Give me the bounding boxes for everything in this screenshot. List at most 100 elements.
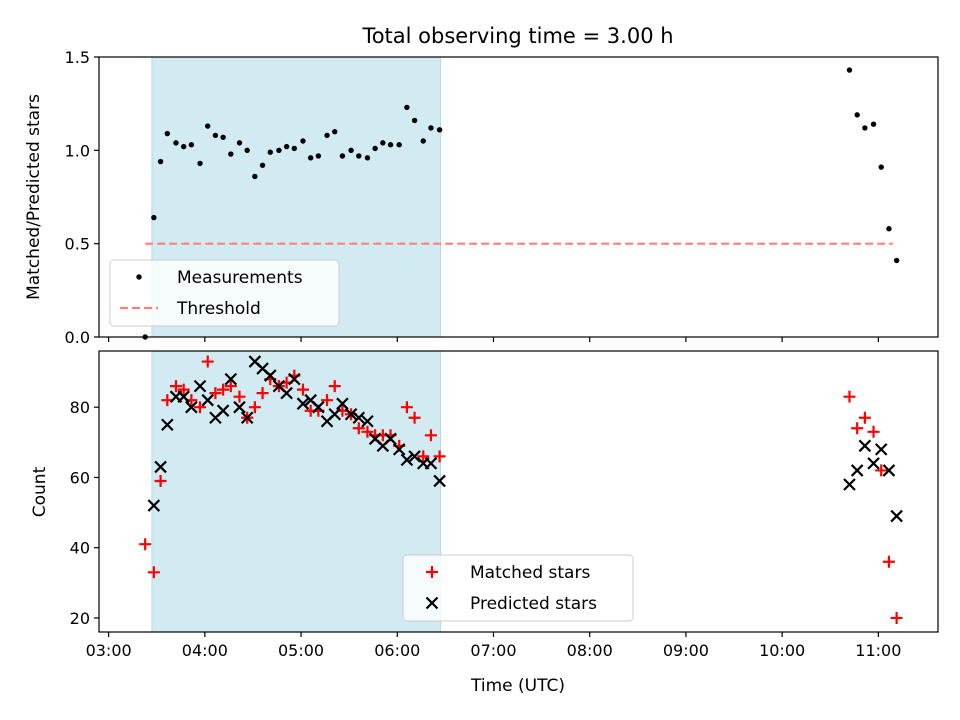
count-data-point [193, 379, 207, 393]
x-axis-label: Time (UTC) [470, 676, 565, 696]
count-data-point [177, 390, 190, 403]
ratio-data-point [267, 149, 273, 155]
count-plot-frame [98, 350, 939, 633]
count-data-point [263, 369, 277, 382]
count-data-point [352, 422, 365, 435]
count-data-point [882, 464, 896, 477]
ratio-data-point [151, 214, 157, 221]
ratio-data-point [411, 117, 418, 124]
ratio-data-point [291, 145, 298, 152]
count-data-point [154, 460, 167, 474]
ratio-plot-frame [98, 56, 939, 338]
count-data-point [433, 450, 446, 463]
count-data-point [858, 439, 872, 453]
count-data-point [843, 478, 856, 491]
ratio-data-point [886, 226, 892, 232]
ratio-data-point [173, 140, 179, 146]
count-data-point [312, 400, 325, 414]
count-data-point [361, 414, 374, 428]
count-data-point [336, 397, 349, 410]
ratio-y-tick-label: 0.0 [65, 328, 90, 347]
ratio-legend: Measurements Threshold [109, 259, 340, 327]
ratio-data-point [854, 112, 860, 118]
count-data-point [890, 611, 903, 624]
count-data-point [296, 383, 309, 396]
count-data-point [248, 401, 261, 414]
ratio-data-point [878, 164, 884, 170]
count-y-tick-label: 20 [70, 609, 90, 628]
count-data-point [875, 464, 888, 477]
x-tick-label: 08:00 [567, 641, 613, 660]
count-data-point [858, 411, 871, 424]
count-data-point [154, 474, 167, 487]
ratio-data-point [364, 155, 371, 161]
ratio-legend-box [109, 259, 340, 327]
ratio-data-point [220, 134, 226, 140]
count-data-point [890, 509, 903, 523]
ratio-legend-swatch [136, 274, 142, 280]
ratio-data-point [332, 128, 338, 135]
count-legend-label: Predicted stars [470, 594, 597, 614]
count-y-axis-label: Count [30, 466, 50, 517]
count-legend-box [402, 554, 634, 622]
ratio-data-point [436, 127, 443, 133]
ratio-data-point [339, 153, 346, 159]
count-series-predicted-stars [147, 355, 903, 523]
count-shaded-interval [151, 350, 442, 633]
count-data-point [874, 443, 888, 456]
count-data-point [296, 397, 310, 410]
count-legend-swatch [426, 566, 438, 578]
count-data-point [400, 401, 413, 414]
ratio-data-point [307, 155, 314, 161]
ratio-legend-label: Threshold [176, 299, 261, 319]
ratio-data-point [428, 125, 434, 131]
x-tick-label: 07:00 [470, 641, 516, 660]
ratio-data-point [259, 162, 266, 168]
count-data-point [256, 387, 269, 400]
count-data-point [867, 457, 880, 470]
ratio-data-point [420, 138, 426, 144]
count-data-point [194, 401, 207, 414]
count-data-point [361, 425, 374, 438]
ratio-data-point [396, 142, 402, 148]
count-data-point [424, 457, 438, 470]
ratio-data-point [236, 140, 243, 146]
count-data-point [851, 422, 864, 435]
ratio-data-point [387, 142, 394, 148]
ratio-data-point [157, 158, 164, 165]
ratio-y-tick-label: 1.0 [65, 141, 90, 160]
ratio-y-tick-label: 0.5 [65, 235, 90, 254]
count-data-point [344, 407, 358, 421]
ratio-data-point [228, 151, 234, 157]
count-data-point [280, 386, 293, 400]
ratio-data-point [380, 140, 386, 146]
count-data-point [392, 443, 406, 456]
count-data-point [139, 538, 152, 551]
ratio-data-point [404, 104, 410, 111]
ratio-series-measurements [142, 67, 900, 340]
count-y-tick-label: 80 [70, 398, 90, 417]
x-tick-label: 09:00 [663, 641, 709, 660]
count-legend: Matched stars Predicted stars [402, 554, 634, 622]
count-data-point [209, 387, 222, 400]
ratio-data-point [252, 173, 258, 180]
ratio-data-point [205, 123, 211, 129]
ratio-data-point [870, 121, 877, 127]
count-data-point [147, 566, 160, 579]
ratio-y-axis-label: Matched/Predicted stars [24, 94, 44, 300]
count-data-point [882, 555, 895, 568]
count-legend-swatch [425, 596, 439, 610]
count-data-point [400, 453, 414, 467]
count-data-point [147, 499, 161, 512]
count-y-tick-label: 40 [70, 539, 90, 558]
x-tick-label: 03:00 [86, 641, 132, 660]
count-data-point [417, 450, 430, 463]
x-tick-label: 10:00 [759, 641, 805, 660]
count-data-point [177, 383, 190, 396]
ratio-data-point [188, 142, 195, 148]
ratio-data-point [180, 143, 187, 150]
count-data-point [321, 394, 334, 407]
count-data-point [843, 390, 856, 403]
count-data-point [424, 429, 437, 442]
